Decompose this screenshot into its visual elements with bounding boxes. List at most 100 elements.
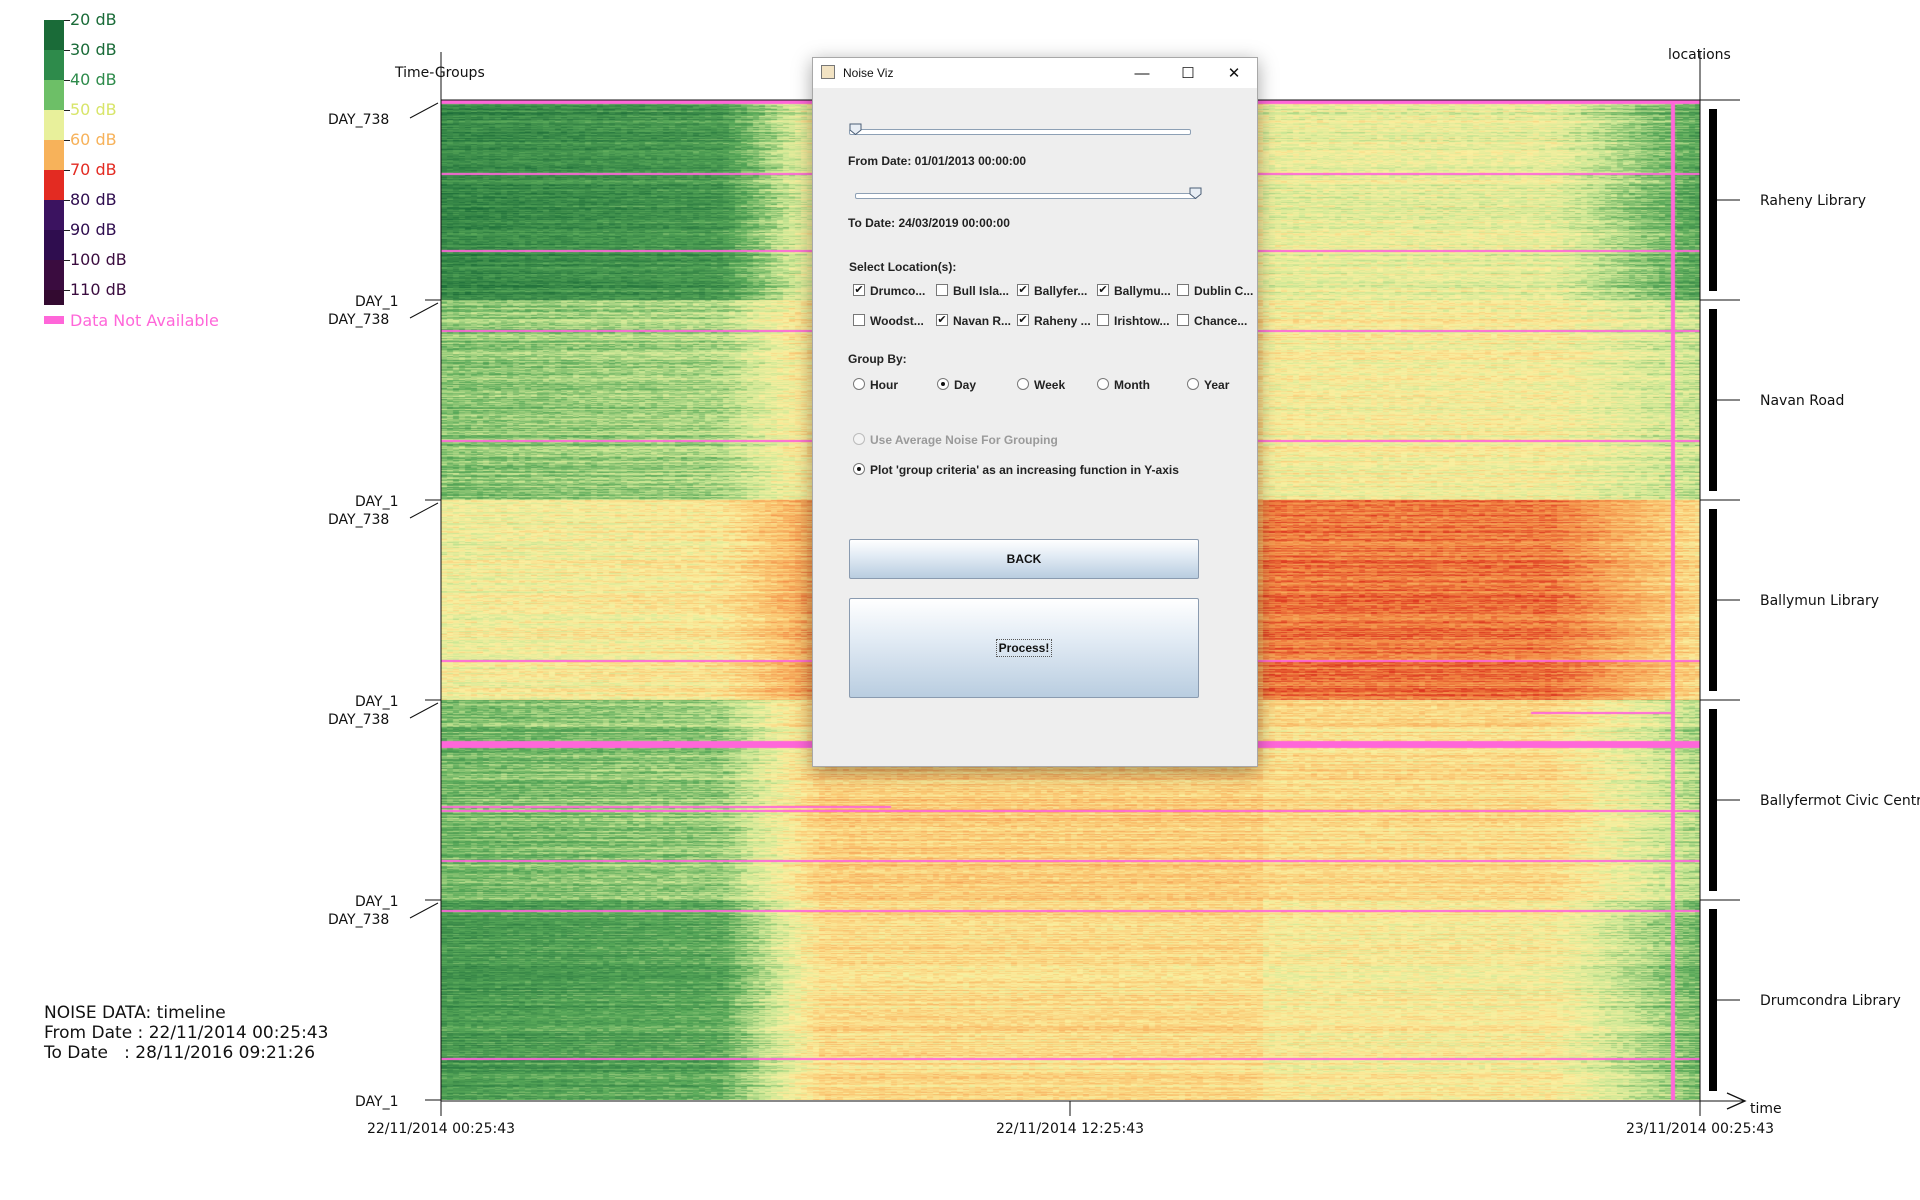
location-checkbox[interactable]: ✔ [1017,284,1029,296]
location-checkbox[interactable] [1177,314,1189,326]
from-date-slider[interactable] [849,129,1191,135]
location-label: Drumcondra Library [1760,993,1901,1009]
minimize-button[interactable]: — [1119,58,1165,88]
legend-swatch [44,110,64,140]
location-checkbox[interactable]: ✔ [853,284,865,296]
legend-tick [64,20,70,21]
group-bottom-label: DAY_1 [355,294,398,310]
group-by-radio-year[interactable] [1187,378,1199,390]
legend-tick [64,110,70,111]
data-not-available-swatch [44,316,64,324]
maximize-button[interactable]: ☐ [1165,58,1211,88]
legend-label: 100 dB [70,250,127,269]
legend-swatch [44,170,64,200]
legend-swatch [44,20,64,50]
group-by-radio-day[interactable] [937,378,949,390]
x-axis-arrow-icon [1726,1092,1747,1110]
info-from-date: From Date : 22/11/2014 00:25:43 [44,1023,329,1043]
group-top-tick [409,302,439,319]
legend-label: 110 dB [70,280,127,299]
location-checkbox-label: Dublin C... [1194,284,1254,298]
plot-criteria-radio[interactable] [853,463,865,475]
location-checkbox-label: Bull Isla... [953,284,1010,298]
group-bottom-label: DAY_1 [355,494,398,510]
group-top-tick [409,102,439,119]
average-noise-label: Use Average Noise For Grouping [870,433,1058,447]
location-checkbox-label: Ballyfer... [1034,284,1088,298]
back-button[interactable]: BACK [849,539,1199,579]
legend-tick [64,230,70,231]
group-bottom-label: DAY_1 [355,694,398,710]
group-by-radio-week[interactable] [1017,378,1029,390]
legend-label: 30 dB [70,40,117,59]
location-label: Ballymun Library [1760,593,1879,609]
color-legend-bar [44,20,64,305]
location-checkbox-label: Irishtow... [1114,314,1170,328]
location-bar [1709,709,1717,891]
location-checkbox-label: Chance... [1194,314,1248,328]
location-checkbox[interactable]: ✔ [1097,284,1109,296]
legend-label: 40 dB [70,70,117,89]
maximize-icon: ☐ [1181,65,1195,82]
legend-label: 60 dB [70,130,117,149]
close-button[interactable]: ✕ [1211,58,1257,88]
group-top-label: DAY_738 [328,912,389,928]
location-checkbox-label: Raheny ... [1034,314,1091,328]
group-by-label-month: Month [1114,378,1150,392]
dialog-titlebar[interactable]: Noise Viz — ☐ ✕ [813,58,1257,88]
legend-label: 80 dB [70,190,117,209]
info-title: NOISE DATA: timeline [44,1003,226,1023]
to-date-label: To Date: 24/03/2019 00:00:00 [848,216,1010,230]
location-label: Navan Road [1760,393,1844,409]
from-date-slider-thumb[interactable] [849,123,862,135]
legend-tick [64,200,70,201]
to-date-slider[interactable] [855,193,1197,199]
to-date-slider-thumb[interactable] [1189,187,1202,199]
process-button[interactable]: Process! [849,598,1199,698]
group-top-tick [409,902,439,919]
location-bar [1709,109,1717,291]
group-by-radio-month[interactable] [1097,378,1109,390]
legend-tick [64,170,70,171]
location-bar [1709,909,1717,1091]
x-tick-label: 22/11/2014 12:25:43 [996,1121,1144,1137]
x-tick-label: 23/11/2014 00:25:43 [1626,1121,1774,1137]
location-label: Ballyfermot Civic Centre [1760,793,1920,809]
location-checkbox[interactable] [936,284,948,296]
group-by-radio-hour[interactable] [853,378,865,390]
plot-criteria-label: Plot 'group criteria' as an increasing f… [870,463,1179,477]
group-by-label: Group By: [848,352,907,366]
location-checkbox[interactable]: ✔ [1017,314,1029,326]
location-checkbox-label: Ballymu... [1114,284,1171,298]
group-bottom-label: DAY_1 [355,1094,398,1110]
data-not-available-label: Data Not Available [70,311,219,330]
location-checkbox[interactable] [853,314,865,326]
group-top-label: DAY_738 [328,512,389,528]
location-checkbox-label: Navan R... [953,314,1012,328]
legend-label: 20 dB [70,10,117,29]
location-label: Raheny Library [1760,193,1866,209]
close-icon: ✕ [1227,65,1241,82]
legend-label: 50 dB [70,100,117,119]
legend-swatch [44,290,64,305]
location-bar [1709,309,1717,491]
window-title: Noise Viz [843,66,894,80]
y-axis-title: Time-Groups [394,65,485,81]
legend-swatch [44,50,64,80]
legend-tick [64,50,70,51]
location-checkbox[interactable]: ✔ [936,314,948,326]
location-checkbox[interactable] [1177,284,1189,296]
back-button-label: BACK [1006,552,1042,566]
average-noise-radio[interactable] [853,433,865,445]
legend-swatch [44,230,64,260]
group-bottom-label: DAY_1 [355,894,398,910]
legend-label: 70 dB [70,160,117,179]
process-button-label: Process! [995,639,1053,657]
from-date-label: From Date: 01/01/2013 00:00:00 [848,154,1027,168]
legend-swatch [44,140,64,170]
group-top-tick [409,702,439,719]
legend-swatch [44,80,64,110]
location-checkbox-label: Woodst... [870,314,924,328]
location-checkbox[interactable] [1097,314,1109,326]
x-axis-title: time [1750,1101,1782,1117]
